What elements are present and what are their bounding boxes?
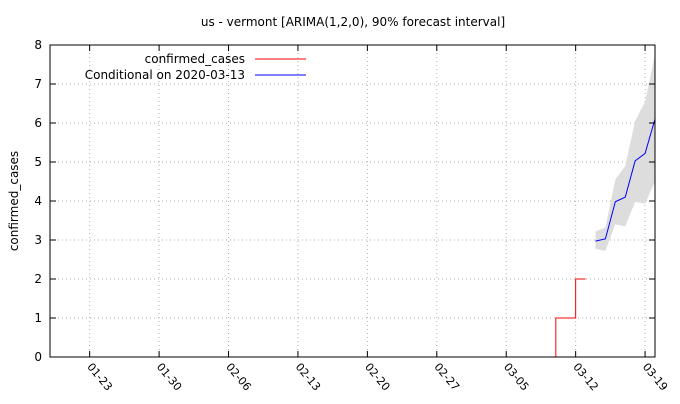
y-axis-label: confirmed_cases: [7, 151, 21, 251]
x-tick-label: 03-12: [570, 361, 601, 394]
forecast-interval-area: [595, 54, 655, 251]
x-tick-label: 02-27: [432, 361, 463, 394]
series-line-confirmed-cases: [545, 278, 586, 358]
x-tick-label: 01-23: [84, 361, 115, 394]
plot-frame: [49, 44, 656, 358]
x-tick-label: 02-06: [223, 361, 254, 394]
y-tick-label: 5: [34, 155, 42, 169]
y-tick-label: 1: [34, 311, 42, 325]
chart-title: us - vermont [ARIMA(1,2,0), 90% forecast…: [201, 15, 505, 29]
series-line-conditional: [595, 118, 656, 242]
y-tick-label: 4: [34, 194, 42, 208]
x-tick-label: 02-20: [362, 361, 393, 394]
x-tick-label: 01-30: [154, 361, 185, 394]
legend-label-confirmed-cases: confirmed_cases: [145, 52, 245, 66]
y-tick-label: 3: [34, 233, 42, 247]
forecast-interval-band: [595, 54, 655, 251]
y-tick-label: 6: [34, 116, 42, 130]
legend-label-conditional: Conditional on 2020-03-13: [85, 68, 245, 82]
x-tick-label: 03-05: [501, 361, 532, 394]
y-tick-label: 8: [34, 38, 42, 52]
y-tick-label: 2: [34, 272, 42, 286]
x-tick-label: 02-13: [293, 361, 324, 394]
grid-lines: [50, 45, 655, 357]
y-tick-label: 0: [34, 350, 42, 364]
x-tick-label: 03-19: [640, 361, 671, 394]
y-tick-label: 7: [34, 77, 42, 91]
legend: confirmed_cases Conditional on 2020-03-1…: [85, 52, 306, 82]
axis-ticks: 0 1 2 3 4 5 6 7 8 01-23 01-30 02-06 02-13 02-20 02-27 0…: [34, 38, 670, 393]
